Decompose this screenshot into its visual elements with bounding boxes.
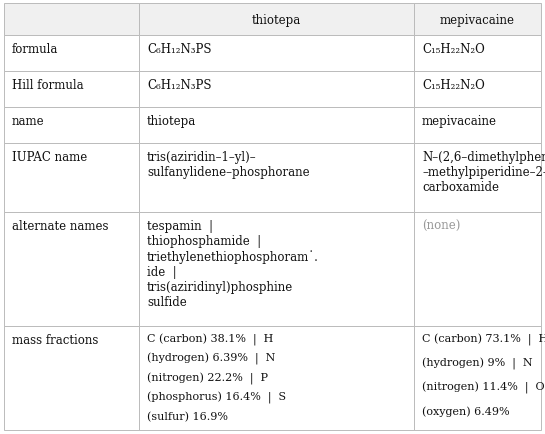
Bar [4, 108, 139, 144]
Text: (hydrogen) 6.39%  |  N: (hydrogen) 6.39% | N [147, 352, 275, 364]
Text: C₁₅H₂₂N₂O: C₁₅H₂₂N₂O [422, 79, 485, 92]
Text: N–(2,6–dimethylphenyl)–1
–methylpiperidine–2–
carboxamide: N–(2,6–dimethylphenyl)–1 –methylpiperidi… [422, 151, 545, 194]
Bar [4, 72, 139, 108]
Text: C (carbon) 73.1%  |  H: C (carbon) 73.1% | H [422, 333, 545, 345]
Text: thiotepa: thiotepa [252, 13, 301, 26]
Bar [414, 108, 541, 144]
Text: Hill formula: Hill formula [12, 79, 83, 92]
Bar [4, 36, 139, 72]
Text: name: name [12, 115, 45, 128]
Text: (nitrogen) 22.2%  |  P: (nitrogen) 22.2% | P [147, 372, 268, 384]
Text: (sulfur) 16.9%: (sulfur) 16.9% [147, 411, 228, 421]
Bar [139, 72, 414, 108]
Bar [414, 36, 541, 72]
Text: (nitrogen) 11.4%  |  O: (nitrogen) 11.4% | O [422, 381, 544, 394]
Bar [4, 4, 139, 36]
Text: (oxygen) 6.49%: (oxygen) 6.49% [422, 406, 510, 416]
Bar [139, 212, 414, 326]
Bar [139, 108, 414, 144]
Text: mass fractions: mass fractions [12, 333, 99, 346]
Text: C₆H₁₂N₃PS: C₆H₁₂N₃PS [147, 43, 211, 56]
Bar [414, 326, 541, 430]
Text: mepivacaine: mepivacaine [440, 13, 515, 26]
Text: alternate names: alternate names [12, 219, 108, 232]
Bar [4, 212, 139, 326]
Text: IUPAC name: IUPAC name [12, 151, 87, 164]
Bar [139, 326, 414, 430]
Text: mepivacaine: mepivacaine [422, 115, 497, 128]
Text: (phosphorus) 16.4%  |  S: (phosphorus) 16.4% | S [147, 391, 286, 403]
Bar [414, 212, 541, 326]
Text: (hydrogen) 9%  |  N: (hydrogen) 9% | N [422, 357, 532, 369]
Bar [139, 144, 414, 212]
Text: C₁₅H₂₂N₂O: C₁₅H₂₂N₂O [422, 43, 485, 56]
Bar [139, 36, 414, 72]
Text: C (carbon) 38.1%  |  H: C (carbon) 38.1% | H [147, 333, 274, 345]
Bar [414, 4, 541, 36]
Text: tris(aziridin–1–yl)–
sulfanylidene–phosphorane: tris(aziridin–1–yl)– sulfanylidene–phosp… [147, 151, 310, 179]
Text: (none): (none) [422, 219, 461, 232]
Bar [4, 144, 139, 212]
Text: tespamin  |
thiophosphamide  |
triethylenethiophosphoram˙.
ide  |
tris(aziridiny: tespamin | thiophosphamide | triethylene… [147, 219, 319, 308]
Text: formula: formula [12, 43, 58, 56]
Bar [414, 72, 541, 108]
Bar [4, 326, 139, 430]
Text: thiotepa: thiotepa [147, 115, 196, 128]
Text: C₆H₁₂N₃PS: C₆H₁₂N₃PS [147, 79, 211, 92]
Bar [139, 4, 414, 36]
Bar [414, 144, 541, 212]
